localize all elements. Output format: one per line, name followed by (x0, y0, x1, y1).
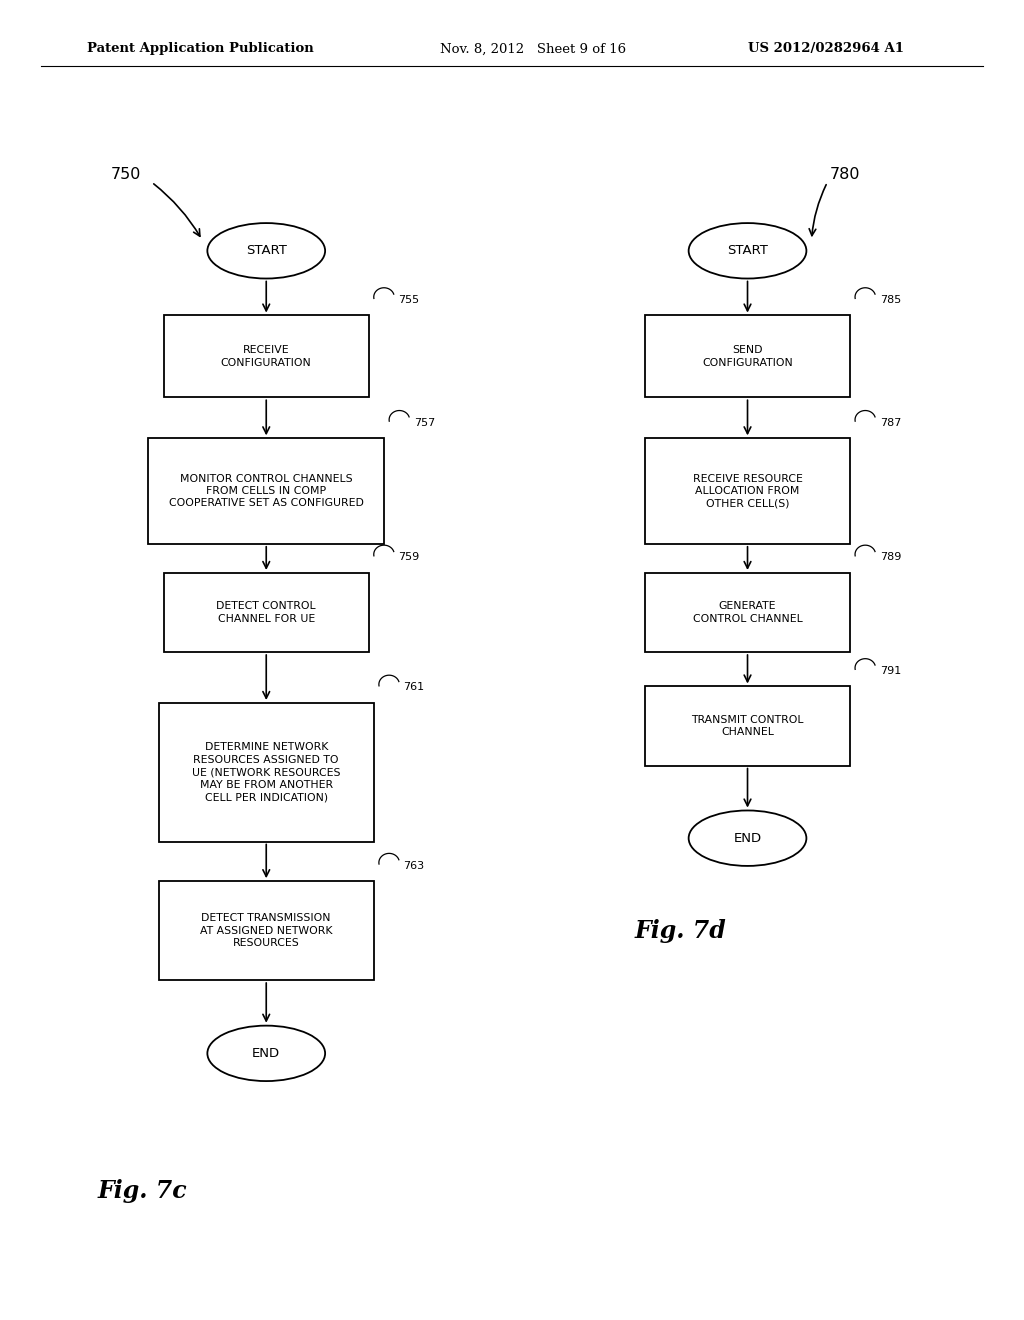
Text: 755: 755 (398, 294, 420, 305)
Text: Fig. 7c: Fig. 7c (97, 1179, 187, 1203)
Bar (645, 573, 850, 652)
Ellipse shape (207, 1026, 326, 1081)
Ellipse shape (688, 223, 807, 279)
Text: TRANSMIT CONTROL
CHANNEL: TRANSMIT CONTROL CHANNEL (691, 715, 804, 737)
Text: START: START (727, 244, 768, 257)
Ellipse shape (207, 223, 326, 279)
Bar (645, 686, 850, 766)
Text: Nov. 8, 2012   Sheet 9 of 16: Nov. 8, 2012 Sheet 9 of 16 (440, 42, 627, 55)
Text: GENERATE
CONTROL CHANNEL: GENERATE CONTROL CHANNEL (692, 602, 803, 623)
Text: MONITOR CONTROL CHANNELS
FROM CELLS IN COMP
COOPERATIVE SET AS CONFIGURED: MONITOR CONTROL CHANNELS FROM CELLS IN C… (169, 474, 364, 508)
Text: Fig. 7d: Fig. 7d (635, 919, 727, 942)
Bar (164, 315, 369, 397)
Text: 780: 780 (829, 166, 860, 182)
Text: US 2012/0282964 A1: US 2012/0282964 A1 (748, 42, 903, 55)
Text: Patent Application Publication: Patent Application Publication (87, 42, 313, 55)
Text: 759: 759 (398, 552, 420, 562)
Text: 785: 785 (880, 294, 901, 305)
Text: 750: 750 (111, 166, 141, 182)
Text: 761: 761 (403, 682, 425, 692)
Text: DETERMINE NETWORK
RESOURCES ASSIGNED TO
UE (NETWORK RESOURCES
MAY BE FROM ANOTHE: DETERMINE NETWORK RESOURCES ASSIGNED TO … (191, 742, 341, 803)
Text: 757: 757 (414, 417, 435, 428)
Text: 763: 763 (403, 861, 425, 871)
Bar (148, 438, 384, 544)
Bar (164, 573, 369, 652)
Bar (645, 315, 850, 397)
Text: RECEIVE
CONFIGURATION: RECEIVE CONFIGURATION (221, 346, 311, 367)
Text: START: START (246, 244, 287, 257)
Bar (159, 882, 374, 979)
Text: 787: 787 (880, 417, 901, 428)
Text: 791: 791 (880, 665, 901, 676)
Text: 789: 789 (880, 552, 901, 562)
Bar (159, 704, 374, 842)
Ellipse shape (688, 810, 807, 866)
Text: SEND
CONFIGURATION: SEND CONFIGURATION (702, 346, 793, 367)
Bar (645, 438, 850, 544)
Text: END: END (252, 1047, 281, 1060)
Text: DETECT CONTROL
CHANNEL FOR UE: DETECT CONTROL CHANNEL FOR UE (216, 602, 316, 623)
Text: DETECT TRANSMISSION
AT ASSIGNED NETWORK
RESOURCES: DETECT TRANSMISSION AT ASSIGNED NETWORK … (200, 913, 333, 948)
Text: RECEIVE RESOURCE
ALLOCATION FROM
OTHER CELL(S): RECEIVE RESOURCE ALLOCATION FROM OTHER C… (692, 474, 803, 508)
Text: END: END (733, 832, 762, 845)
